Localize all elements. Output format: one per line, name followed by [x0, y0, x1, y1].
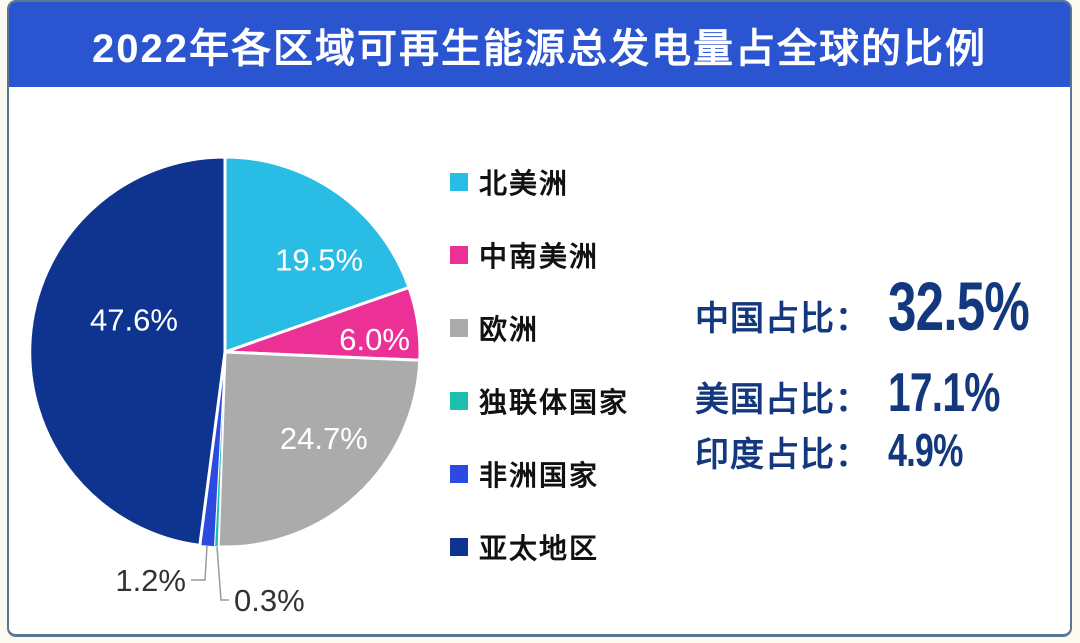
pie-value-label: 0.3% — [234, 583, 305, 618]
legend-item: 欧洲 — [450, 312, 629, 345]
legend: 北美洲中南美洲欧洲独联体国家非洲国家亚太地区 — [450, 166, 629, 564]
legend-item: 非洲国家 — [450, 458, 629, 491]
pie-slice-5 — [28, 155, 227, 547]
legend-item: 亚太地区 — [450, 531, 629, 564]
legend-item: 独联体国家 — [450, 385, 629, 418]
legend-label: 亚太地区 — [479, 532, 600, 564]
legend-swatch-icon — [450, 464, 468, 483]
pie-chart: 19.5% 6.0% 24.7% 0.3% 1.2% 47.6% — [28, 155, 422, 618]
legend-item: 北美洲 — [450, 166, 629, 199]
title-banner: 2022年各区域可再生能源总发电量占全球的比例 — [9, 2, 1070, 87]
legend-swatch-icon — [450, 391, 468, 410]
stat-row-usa: 美国占比： 17.1% — [695, 360, 1039, 424]
pie-value-label: 1.2% — [115, 563, 186, 598]
leader-line — [216, 546, 229, 601]
stat-value: 4.9% — [888, 424, 963, 476]
stat-label: 中国占比： — [695, 300, 870, 338]
stat-label: 印度占比： — [695, 436, 870, 474]
infographic-card: 2022年各区域可再生能源总发电量占全球的比例 19.5% 6.0% 24.7% 0.… — [7, 0, 1072, 637]
legend-swatch-icon — [450, 245, 468, 264]
legend-swatch-icon — [450, 537, 468, 556]
legend-label: 非洲国家 — [479, 459, 600, 491]
stat-row-china: 中国占比： 32.5% — [695, 267, 1070, 346]
legend-label: 北美洲 — [479, 167, 570, 199]
legend-item: 中南美洲 — [450, 239, 629, 272]
legend-label: 独联体国家 — [479, 386, 630, 418]
legend-label: 欧洲 — [479, 313, 540, 345]
stat-value: 17.1% — [888, 361, 1000, 423]
pie-value-label: 24.7% — [280, 421, 368, 456]
stat-label: 美国占比： — [695, 381, 870, 419]
pie-value-label: 19.5% — [275, 242, 363, 277]
leader-line — [191, 545, 208, 581]
pie-value-label: 6.0% — [339, 322, 410, 357]
stat-value: 32.5% — [888, 268, 1030, 345]
chart-title: 2022年各区域可再生能源总发电量占全球的比例 — [92, 26, 987, 71]
legend-swatch-icon — [450, 318, 468, 337]
stat-row-india: 印度占比： 4.9% — [695, 423, 989, 477]
pie-value-label: 47.6% — [90, 302, 178, 337]
pie-slice-2 — [216, 350, 422, 549]
legend-swatch-icon — [450, 172, 468, 191]
legend-label: 中南美洲 — [479, 240, 600, 272]
